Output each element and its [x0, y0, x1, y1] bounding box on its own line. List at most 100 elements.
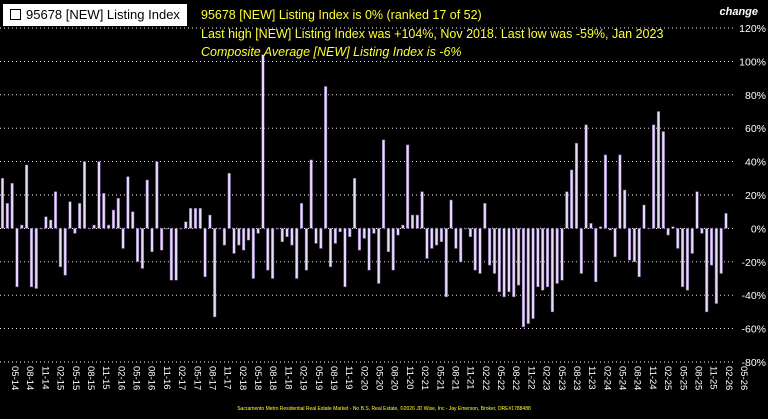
bar: [304, 228, 308, 271]
legend-swatch: [10, 9, 21, 20]
bar: [111, 209, 115, 229]
bar: [705, 228, 709, 313]
bar: [681, 228, 685, 288]
x-tick-label: 08-21: [449, 366, 460, 390]
bar: [193, 208, 197, 229]
x-axis-tick-labels: 05-14 08-14 11-14 02-15 05-15 08-15 11-15 02-16…: [9, 366, 749, 390]
bar: [242, 228, 246, 251]
bar: [406, 144, 410, 229]
bar: [164, 228, 169, 230]
bar: [584, 124, 588, 229]
bar: [488, 228, 492, 266]
bar: [333, 228, 337, 244]
bar: [232, 228, 236, 254]
bar: [435, 228, 439, 246]
bar: [430, 228, 434, 249]
x-tick-label: 08-23: [571, 366, 582, 390]
bar: [502, 228, 506, 298]
x-tick-label: 08-16: [146, 366, 157, 390]
bar: [275, 228, 279, 230]
y-axis-tick-labels: -80% -60% -40% -20% 0% 20% 40% 60% 80% 100% 120%: [739, 23, 766, 369]
bar: [179, 228, 183, 230]
bar: [290, 228, 294, 246]
bar: [20, 224, 24, 229]
bar: [54, 191, 58, 229]
bar: [473, 228, 477, 271]
x-tick-label: 11-24: [647, 366, 658, 390]
bar: [613, 228, 617, 258]
bar: [285, 228, 289, 237]
bar: [618, 154, 622, 229]
y-tick-label: -80%: [741, 357, 766, 369]
bar: [184, 221, 188, 229]
bar: [666, 228, 670, 236]
bar: [690, 228, 694, 254]
x-tick-label: 11-20: [404, 366, 415, 390]
bar: [565, 191, 569, 229]
bar: [497, 228, 501, 293]
x-tick-label: 11-14: [39, 366, 50, 390]
y-tick-label: 40%: [745, 157, 766, 169]
bar-series: [0, 54, 728, 328]
bar: [381, 139, 386, 229]
x-tick-label: 05-22: [495, 366, 506, 390]
bar: [652, 124, 656, 229]
bar: [73, 228, 77, 234]
x-tick-label: 02-20: [358, 366, 369, 390]
bar: [367, 228, 371, 271]
bar: [570, 169, 574, 229]
bar: [362, 228, 366, 239]
y-axis-title: change: [719, 6, 758, 18]
bar: [695, 191, 699, 229]
x-tick-label: 02-17: [176, 366, 187, 390]
bar: [25, 164, 29, 229]
bar: [131, 211, 135, 229]
bar: [0, 178, 5, 229]
bar: [150, 228, 154, 253]
x-tick-label: 05-17: [191, 366, 202, 390]
x-tick-label: 05-25: [677, 366, 688, 390]
x-tick-label: 08-22: [510, 366, 521, 390]
x-tick-label: 05-15: [70, 366, 81, 390]
bar: [627, 228, 632, 261]
bar: [386, 228, 390, 253]
x-tick-label: 08-17: [206, 366, 217, 390]
bar: [357, 228, 361, 251]
bar: [550, 228, 554, 313]
bar: [454, 228, 458, 249]
bar: [541, 228, 545, 291]
bar: [377, 228, 381, 284]
bar: [246, 228, 251, 241]
x-tick-label: 11-19: [343, 366, 354, 390]
bar: [271, 228, 275, 279]
bar: [700, 228, 704, 234]
bar: [512, 228, 516, 298]
y-tick-label: 0%: [751, 223, 766, 235]
bar: [10, 183, 14, 229]
bar: [719, 228, 723, 274]
x-tick-label: 11-21: [465, 366, 476, 390]
bar: [227, 173, 231, 229]
bar: [343, 228, 347, 288]
bar: [126, 176, 130, 229]
bar: [121, 228, 125, 249]
x-tick-label: 08-18: [267, 366, 278, 390]
y-tick-label: -20%: [741, 257, 766, 269]
bar: [353, 178, 357, 229]
bar: [463, 228, 468, 230]
x-tick-label: 05-16: [131, 366, 142, 390]
bar: [714, 228, 718, 304]
grid-lines: [0, 27, 733, 363]
bar: [439, 228, 443, 243]
bar: [642, 204, 646, 229]
x-tick-label: 08-20: [389, 366, 400, 390]
bar: [410, 214, 415, 229]
x-tick-label: 05-18: [252, 366, 263, 390]
x-tick-label: 11-18: [282, 366, 293, 390]
x-tick-label: 08-19: [328, 366, 339, 390]
bar: [266, 228, 270, 271]
x-tick-label: 02-24: [601, 366, 612, 390]
bar: [671, 226, 675, 229]
bar: [396, 228, 400, 236]
x-tick-label: 05-14: [9, 366, 20, 390]
